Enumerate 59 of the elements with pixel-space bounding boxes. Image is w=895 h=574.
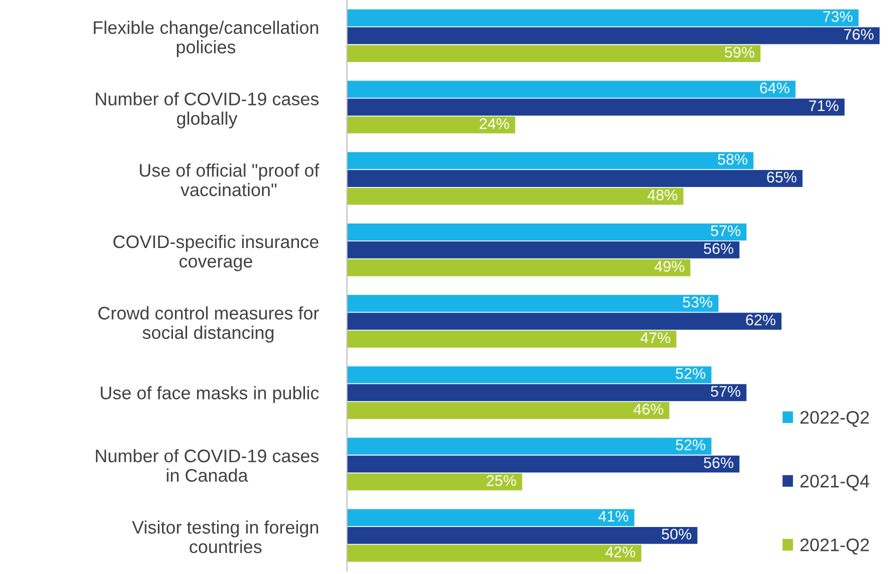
y-tick-label: Crowd control measures for social distancing: [98, 306, 319, 343]
legend-label: 2021-Q4: [800, 474, 870, 491]
bar: [347, 241, 740, 258]
y-tick-label: Use of face masks in public: [100, 386, 319, 403]
data-label: 56%: [704, 243, 734, 254]
data-label: 64%: [760, 82, 790, 94]
data-label: 58%: [718, 154, 748, 165]
bar: [347, 45, 760, 62]
bar: [347, 312, 782, 330]
bar: [347, 98, 845, 116]
bar: [347, 80, 796, 98]
y-tick-label: Use of official "proof of vaccination": [140, 164, 320, 196]
data-label: 59%: [724, 46, 754, 58]
data-label: 47%: [640, 332, 670, 344]
bar: [347, 456, 740, 473]
bar: [347, 224, 746, 240]
bar: [347, 170, 803, 187]
data-label: 46%: [634, 404, 664, 415]
data-label: 48%: [648, 190, 678, 200]
data-label: 25%: [486, 475, 516, 486]
legend-label: 2022-Q2: [800, 410, 869, 427]
bar: [347, 330, 676, 348]
data-label: 53%: [682, 296, 712, 308]
data-label: 24%: [480, 118, 510, 129]
data-label: 49%: [654, 261, 684, 272]
data-label: 57%: [710, 225, 740, 236]
bar: [347, 9, 859, 26]
bar: [347, 526, 698, 544]
bar: [347, 116, 516, 134]
y-tick-label: Visitor testing in foreign countries: [132, 520, 318, 554]
legend-label: 2021-Q2: [800, 538, 869, 555]
data-label: 73%: [823, 11, 852, 22]
data-label: 62%: [746, 314, 776, 326]
bar: [347, 259, 690, 276]
bar: [347, 152, 754, 170]
data-label: 76%: [844, 28, 874, 40]
y-tick-label: Number of COVID-19 cases globally: [96, 92, 319, 128]
bar: [347, 402, 670, 419]
data-label: 56%: [704, 457, 734, 468]
data-label: 52%: [676, 439, 706, 450]
bar: [347, 384, 746, 402]
bar: [347, 509, 634, 526]
data-label: 41%: [598, 510, 628, 522]
bar: [347, 366, 712, 384]
data-label: 57%: [710, 386, 740, 397]
bar: [347, 438, 712, 455]
y-tick-label: COVID-specific insurance coverage: [113, 234, 318, 272]
bar: [347, 544, 642, 562]
data-label: 71%: [809, 100, 838, 112]
data-label: 50%: [662, 528, 692, 540]
data-label: 52%: [676, 368, 706, 379]
data-label: 65%: [767, 172, 796, 183]
y-tick-label: Number of COVID-19 cases in Canada: [96, 449, 319, 482]
data-label: 42%: [606, 546, 636, 558]
bar: [347, 473, 522, 490]
bar: [347, 27, 880, 44]
bar: [347, 188, 684, 205]
y-tick-label: Flexible change/cancellation policies: [94, 20, 318, 58]
bar: [347, 294, 718, 312]
